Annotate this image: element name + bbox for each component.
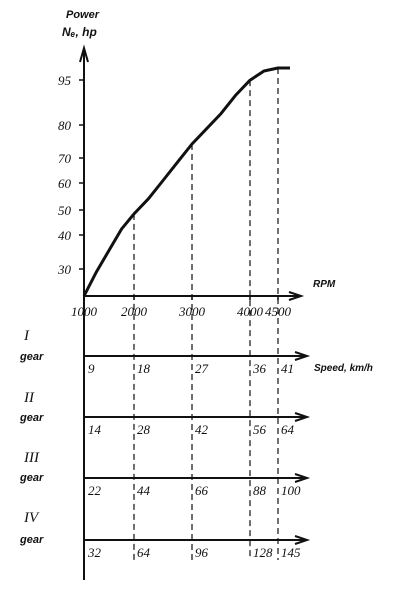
speed-value: 14: [88, 422, 102, 437]
speed-axis-label: Speed, km/h: [314, 363, 373, 374]
speed-value: 27: [195, 361, 209, 376]
power-curve: [82, 66, 290, 297]
power-tick-label: 30: [57, 262, 72, 277]
gear-numeral: IV: [23, 510, 40, 526]
gear-label: gear: [19, 351, 44, 363]
y-axis-label: Power: [66, 9, 100, 21]
rpm-axis-arrow: [288, 291, 305, 301]
gear-numeral: III: [23, 450, 40, 466]
speed-value: 44: [137, 483, 151, 498]
speed-axis-arrow: [294, 473, 311, 483]
speed-value: 42: [195, 422, 209, 437]
speed-value: 18: [137, 361, 151, 376]
speed-value: 22: [88, 483, 102, 498]
speed-value: 100: [281, 483, 301, 498]
speed-value: 145: [281, 545, 301, 560]
power-tick-label: 40: [58, 228, 72, 243]
speed-value: 56: [253, 422, 267, 437]
rpm-tick-label: 1000: [71, 304, 98, 319]
speed-axis-arrow: [294, 351, 311, 361]
power-tick-label: 80: [58, 118, 72, 133]
y-axis-label-symbol: Nₑ, hp: [62, 25, 97, 39]
speed-value: 64: [137, 545, 151, 560]
speed-value: 128: [253, 545, 273, 560]
speed-value: 36: [252, 361, 267, 376]
power-tick-label: 60: [58, 176, 72, 191]
speed-value: 96: [195, 545, 209, 560]
speed-value: 32: [87, 545, 102, 560]
speed-axis-arrow: [294, 412, 311, 422]
gear-label: gear: [19, 412, 44, 424]
gear-numeral: II: [23, 390, 35, 406]
speed-value: 9: [88, 361, 95, 376]
rpm-tick-label: 2000: [121, 304, 148, 319]
speed-value: 41: [281, 361, 294, 376]
power-tick-label: 95: [58, 73, 72, 88]
power-tick-label: 50: [58, 203, 72, 218]
speed-value: 66: [195, 483, 209, 498]
speed-value: 64: [281, 422, 295, 437]
rpm-tick-label: 3000: [178, 304, 206, 319]
power-tick-label: 70: [58, 151, 72, 166]
speed-value: 28: [137, 422, 151, 437]
gear-label: gear: [19, 472, 44, 484]
gear-label: gear: [19, 534, 44, 546]
speed-axis-arrow: [294, 535, 311, 545]
gear-numeral: I: [23, 328, 30, 344]
speed-value: 88: [253, 483, 267, 498]
x-axis-label: RPM: [313, 279, 336, 290]
y-axis-arrow: [79, 44, 89, 63]
